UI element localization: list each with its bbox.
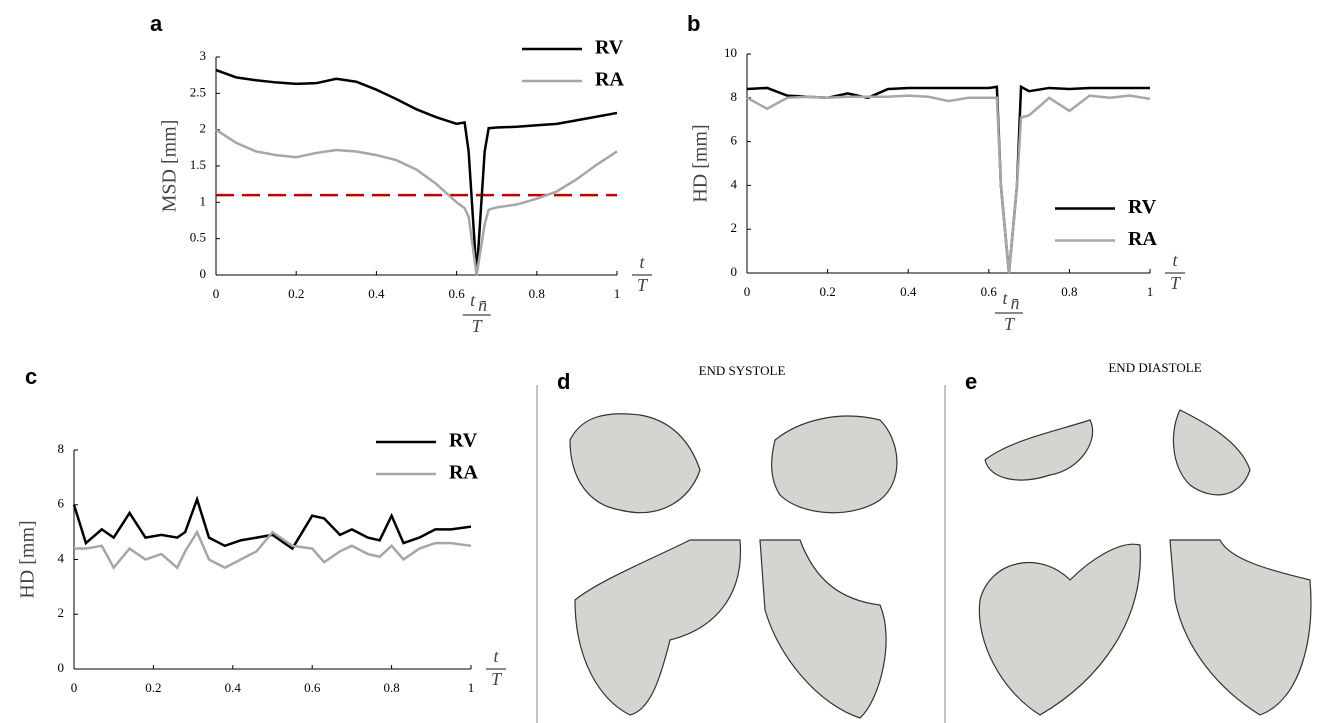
y-axis-label: MSD [mm] — [159, 120, 181, 213]
annotation-den: T — [472, 316, 484, 336]
annotation-num: t — [1002, 288, 1008, 308]
annotation-den: T — [1004, 314, 1016, 334]
fraction-num: t — [493, 646, 499, 666]
data-line — [74, 529, 472, 570]
panel-label: d — [557, 369, 570, 394]
data-line — [746, 84, 1150, 274]
y-tick-label: 1.5 — [190, 157, 206, 172]
annotation-num: t — [470, 290, 476, 310]
fraction-den: T — [1170, 273, 1182, 293]
data-line — [746, 94, 1151, 274]
y-tick-label: 2.5 — [190, 84, 206, 99]
legend-label: RA — [595, 69, 624, 91]
panel-label: a — [150, 11, 163, 36]
data-line — [72, 495, 472, 551]
y-tick-label: 8 — [731, 89, 738, 104]
y-tick-label: 6 — [58, 496, 65, 511]
panel-label: e — [965, 369, 977, 394]
x-tick-label: 0.8 — [1061, 284, 1077, 299]
fraction-den: T — [491, 669, 503, 689]
panel-label: b — [687, 11, 700, 36]
x-tick-label: 0 — [71, 680, 78, 695]
legend-label: RV — [449, 430, 478, 452]
legend-label: RA — [1128, 228, 1157, 250]
x-tick-label: 0 — [744, 284, 751, 299]
fraction-den: T — [637, 275, 649, 295]
x-tick-label: 0.2 — [288, 286, 304, 301]
y-tick-label: 4 — [731, 176, 738, 191]
legend-label: RA — [449, 462, 478, 484]
y-tick-label: 0 — [58, 660, 65, 675]
x-tick-label: 0.4 — [900, 284, 917, 299]
y-tick-label: 2 — [731, 220, 738, 235]
separators — [536, 385, 946, 723]
y-tick-label: 2 — [200, 121, 207, 136]
data-line — [215, 128, 618, 276]
x-tick-label: 1 — [1147, 284, 1154, 299]
legend-label: RV — [595, 37, 624, 59]
x-tick-label: 0.2 — [819, 284, 835, 299]
x-tick-label: 0.6 — [304, 680, 321, 695]
y-axis-label: HD [mm] — [690, 124, 712, 202]
x-tick-label: 0.2 — [145, 680, 161, 695]
x-tick-label: 0.6 — [981, 284, 998, 299]
y-tick-label: 6 — [731, 133, 738, 148]
annotation-sub: n̄ — [478, 295, 487, 315]
x-tick-label: 0.4 — [368, 286, 385, 301]
panel-title: END DIASTOLE — [1108, 360, 1201, 375]
x-tick-label: 0.8 — [383, 680, 399, 695]
y-tick-label: 4 — [58, 550, 65, 565]
x-tick-label: 0.8 — [529, 286, 545, 301]
y-tick-label: 0.5 — [190, 230, 206, 245]
y-tick-label: 2 — [58, 605, 65, 620]
panel-title: END SYSTOLE — [699, 363, 786, 378]
panel-label: c — [25, 364, 37, 389]
y-tick-label: 0 — [200, 266, 207, 281]
fraction-num: t — [1172, 250, 1178, 270]
y-tick-label: 1 — [200, 193, 207, 208]
x-tick-label: 0 — [213, 286, 220, 301]
y-axis-label: HD [mm] — [17, 520, 39, 598]
heart-renders — [569, 409, 1312, 719]
x-tick-label: 1 — [614, 286, 621, 301]
x-tick-label: 0.4 — [225, 680, 242, 695]
y-tick-label: 3 — [200, 48, 207, 63]
data-line — [215, 68, 618, 276]
annotation-sub: n̄ — [1010, 293, 1019, 313]
fraction-num: t — [639, 252, 645, 272]
x-tick-label: 0.6 — [448, 286, 465, 301]
y-tick-label: 0 — [731, 264, 738, 279]
y-tick-label: 8 — [58, 441, 65, 456]
y-tick-label: 10 — [724, 45, 737, 60]
x-tick-label: 1 — [468, 680, 475, 695]
legend-label: RV — [1128, 196, 1157, 218]
